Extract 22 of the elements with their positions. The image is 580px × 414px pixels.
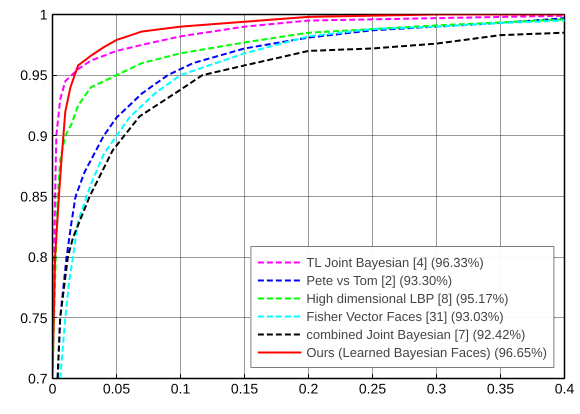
legend-label: High dimensional LBP [8] (95.17%): [306, 290, 508, 307]
legend-label: Fisher Vector Faces [31] (93.03%): [306, 308, 504, 325]
x-tick-label: 0.25: [358, 380, 386, 396]
legend-label: Pete vs Tom [2] (93.30%): [306, 272, 452, 289]
x-tick-label: 0.05: [102, 380, 130, 396]
y-tick-label: 0.9: [28, 128, 48, 144]
legend-label: combined Joint Bayesian [7] (92.42%): [306, 326, 526, 343]
y-tick-label: 0.85: [20, 188, 48, 204]
x-tick-label: 0.4: [554, 380, 574, 396]
y-tick-label: 0.8: [28, 249, 48, 266]
x-tick-label: 0.35: [486, 380, 514, 396]
y-tick-label: 0.7: [28, 370, 48, 386]
x-tick-label: 0.15: [230, 380, 258, 396]
legend-label: Ours (Learned Bayesian Faces) (96.65%): [306, 344, 547, 361]
y-tick-label: 0.75: [20, 310, 48, 326]
x-tick-label: 0: [48, 380, 57, 396]
y-tick-label: 1: [40, 6, 48, 22]
x-tick-label: 0.1: [170, 380, 190, 396]
x-tick-label: 0.3: [426, 380, 446, 396]
x-tick-label: 0.2: [298, 380, 318, 396]
y-tick-label: 0.95: [20, 67, 48, 84]
legend-label: TL Joint Bayesian [4] (96.33%): [306, 254, 484, 271]
